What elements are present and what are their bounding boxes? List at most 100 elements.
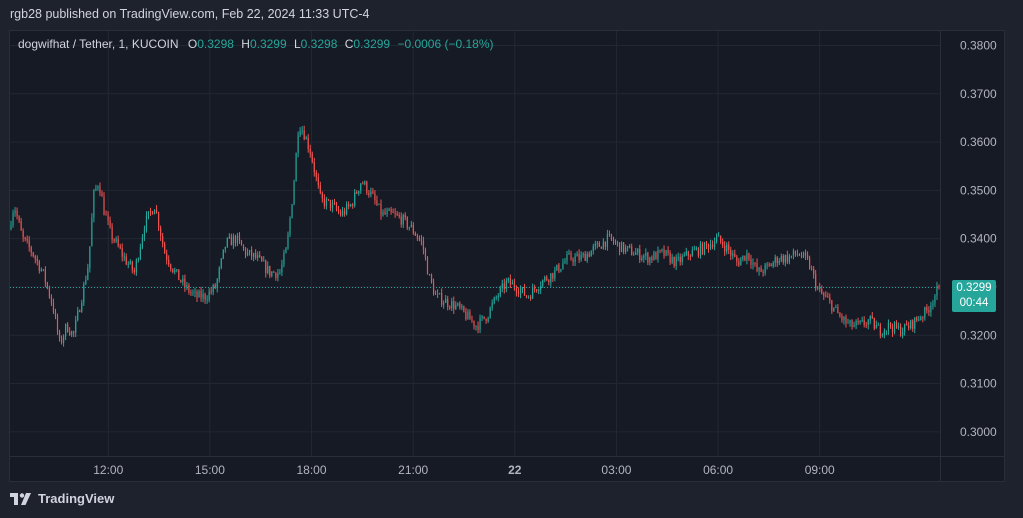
candle-body bbox=[206, 299, 208, 301]
candle-body bbox=[279, 272, 281, 274]
candle-body bbox=[414, 232, 416, 236]
candle-body bbox=[861, 320, 863, 321]
x-tick-label: 12:00 bbox=[93, 463, 123, 477]
candle-body bbox=[875, 324, 877, 329]
candle-body bbox=[422, 240, 425, 250]
candle-body bbox=[38, 261, 40, 271]
candle-body bbox=[608, 234, 611, 235]
axes: 0.38000.37000.36000.35000.34000.33000.32… bbox=[10, 31, 1004, 481]
candle-body bbox=[679, 256, 681, 263]
candle-body bbox=[271, 271, 273, 276]
candle-body bbox=[655, 252, 657, 260]
candle-body bbox=[784, 255, 786, 263]
candle-body bbox=[780, 255, 782, 261]
candle-body bbox=[343, 210, 346, 214]
candle-body bbox=[711, 244, 714, 248]
candle-body bbox=[226, 238, 228, 247]
candle-body bbox=[863, 320, 865, 325]
candle-body bbox=[770, 264, 772, 267]
candle-body bbox=[867, 320, 869, 326]
candle-body bbox=[331, 202, 334, 209]
candle-body bbox=[584, 253, 586, 262]
candle-body bbox=[647, 253, 649, 263]
candle-body bbox=[137, 258, 139, 260]
candle-body bbox=[190, 292, 192, 294]
candle-body bbox=[418, 237, 421, 240]
candle-body bbox=[214, 284, 216, 289]
candle-body bbox=[380, 203, 382, 216]
candle-body bbox=[877, 324, 879, 326]
candle-body bbox=[204, 293, 206, 301]
candle-body bbox=[715, 236, 718, 242]
candle-body bbox=[259, 255, 261, 257]
candle-body bbox=[339, 211, 342, 216]
candle-body bbox=[119, 245, 121, 249]
candle-body bbox=[54, 311, 57, 317]
candle-body bbox=[572, 259, 574, 263]
candle-body bbox=[180, 280, 182, 282]
candle-body bbox=[186, 285, 188, 288]
candle-body bbox=[556, 264, 558, 270]
candle-body bbox=[639, 249, 641, 260]
candle-body bbox=[515, 288, 518, 293]
candle-body bbox=[297, 135, 299, 154]
candle-body bbox=[24, 237, 26, 239]
chart-area[interactable]: 0.38000.37000.36000.35000.34000.33000.32… bbox=[9, 30, 1005, 482]
symbol-label[interactable]: dogwifhat / Tether, 1, KUCOIN bbox=[18, 37, 179, 51]
candle-body bbox=[671, 256, 673, 263]
candle-body bbox=[825, 295, 827, 297]
candle-body bbox=[291, 204, 293, 219]
candle-body bbox=[851, 320, 853, 327]
candle-body bbox=[794, 250, 797, 255]
candle-body bbox=[574, 256, 576, 263]
candle-body bbox=[705, 242, 708, 245]
candle-body bbox=[616, 242, 619, 244]
candle-body bbox=[73, 331, 75, 333]
candle-body bbox=[578, 253, 580, 260]
candle-body bbox=[461, 306, 463, 308]
candle-body bbox=[865, 324, 867, 326]
x-tick-label: 15:00 bbox=[195, 463, 225, 477]
candle-body bbox=[871, 316, 873, 319]
candle-body bbox=[483, 316, 485, 319]
candle-body bbox=[52, 302, 55, 312]
candle-body bbox=[151, 211, 154, 215]
candle-body bbox=[240, 240, 243, 246]
x-tick-label: 03:00 bbox=[601, 463, 631, 477]
candle-body bbox=[121, 248, 123, 257]
y-tick-label: 0.3400 bbox=[960, 232, 997, 246]
candle-body bbox=[378, 203, 380, 205]
candle-body bbox=[869, 316, 871, 321]
candle-body bbox=[390, 209, 392, 212]
candle-body bbox=[341, 210, 344, 216]
candle-body bbox=[123, 256, 125, 258]
candle-body bbox=[610, 234, 613, 240]
candle-body bbox=[891, 327, 894, 333]
candle-body bbox=[855, 321, 857, 326]
candle-body bbox=[267, 265, 269, 273]
candle-body bbox=[101, 192, 103, 197]
candle-body bbox=[263, 260, 265, 262]
candle-body bbox=[382, 211, 384, 216]
candle-body bbox=[327, 199, 330, 200]
candle-body bbox=[416, 235, 418, 238]
candle-body bbox=[283, 253, 285, 265]
candle-body bbox=[250, 250, 253, 257]
candle-body bbox=[459, 303, 461, 308]
candle-body bbox=[404, 215, 406, 218]
candle-body bbox=[408, 227, 410, 228]
candle-body bbox=[726, 244, 728, 252]
candle-body bbox=[463, 306, 465, 312]
candle-body bbox=[538, 289, 540, 291]
candle-body bbox=[906, 323, 908, 326]
candle-body bbox=[46, 282, 49, 288]
candlestick-chart[interactable]: 0.38000.37000.36000.35000.34000.33000.32… bbox=[10, 31, 1005, 482]
candle-body bbox=[693, 249, 695, 251]
candle-body bbox=[845, 316, 847, 324]
candle-body bbox=[746, 253, 748, 261]
candle-body bbox=[606, 234, 609, 247]
candle-body bbox=[633, 254, 635, 256]
candle-body bbox=[396, 213, 398, 215]
candle-body bbox=[319, 185, 321, 193]
candle-body bbox=[412, 224, 414, 233]
